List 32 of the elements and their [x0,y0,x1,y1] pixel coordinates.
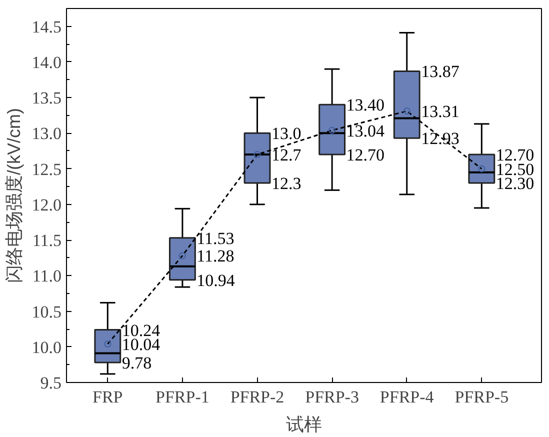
annotation: 13.04 [346,121,386,140]
y-axis-title: 闪络电场强度/(kV/cm) [4,108,24,283]
y-tick-label: 9.5 [40,374,62,392]
annotation: 12.3 [271,174,302,194]
y-tick-label: 14.5 [32,17,62,36]
annotation: 11.28 [196,246,234,266]
annotation: 13.87 [421,62,460,82]
annotation: 13.40 [346,96,385,115]
annotation: 12.7 [271,146,302,165]
x-tick-label: PFRP-4 [380,388,434,406]
x-tick-label: PFRP-1 [156,388,210,406]
x-tick-label: FRP [92,388,123,406]
x-tick-label: PFRP-3 [305,388,359,406]
annotation: 12.70 [346,146,385,165]
y-tick-label: 14.0 [32,52,62,72]
y-tick-label: 13.0 [32,124,62,144]
y-tick-label: 11.0 [32,266,62,286]
y-tick-label: 12.0 [32,195,62,214]
x-axis-title: 试样 [286,414,322,434]
annotation: 10.94 [196,270,236,290]
y-tick-label: 13.5 [32,88,62,108]
annotation: 12.93 [421,129,460,148]
annotation: 9.78 [122,354,152,373]
y-tick-label: 12.5 [32,160,62,179]
x-tick-label: PFRP-2 [230,388,284,406]
annotation: 11.53 [196,228,234,248]
x-tick-label: PFRP-5 [454,388,509,406]
annotation: 13.31 [421,102,460,122]
y-tick-label: 10.5 [32,302,62,322]
y-tick-label: 10.0 [32,338,62,357]
y-tick-label: 11.5 [32,231,62,250]
annotation: 13.0 [271,124,302,144]
